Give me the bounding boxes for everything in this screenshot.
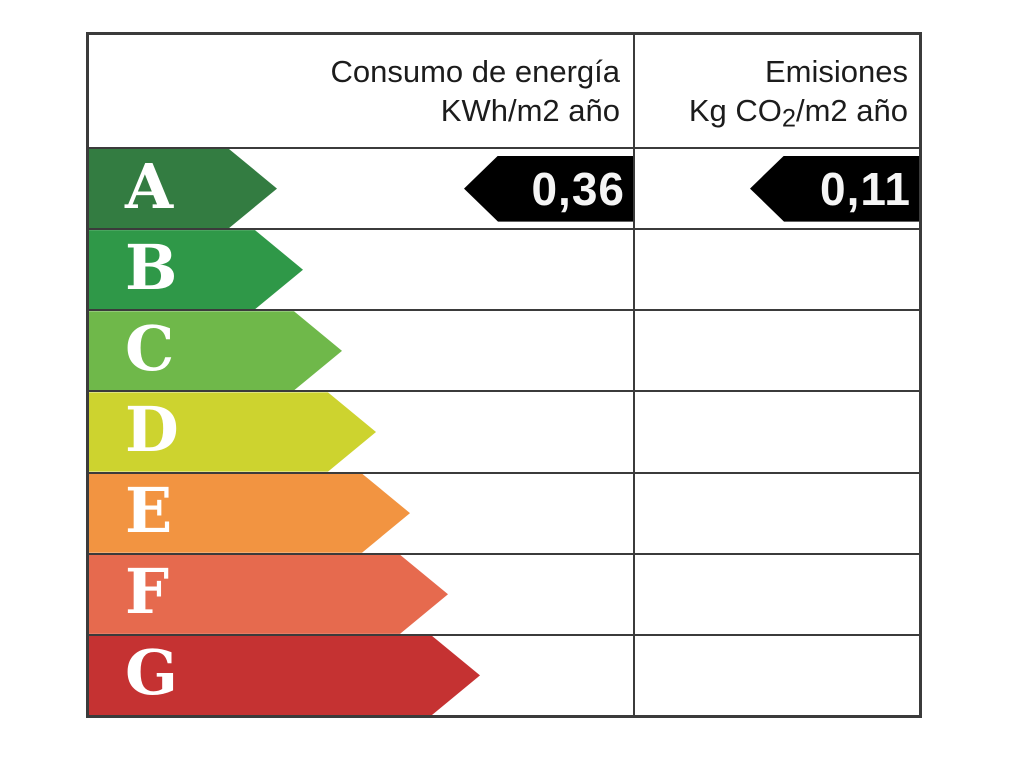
band-row-e: E: [89, 471, 919, 553]
energy-label-table: Consumo de energía KWh/m2 año Emisiones …: [86, 32, 922, 718]
consumo-cell-c: C: [89, 311, 635, 391]
band-letter-a: A: [125, 149, 174, 223]
band-row-b: B: [89, 228, 919, 310]
band-letter-b: B: [125, 230, 178, 304]
band-arrow-c: C: [89, 311, 342, 390]
band-row-g: G: [89, 633, 919, 715]
band-letter-e: E: [125, 474, 173, 548]
consumo-cell-e: E: [89, 473, 635, 553]
header-emisiones-line1: Emisiones: [765, 54, 908, 89]
emisiones-cell-f: [635, 555, 919, 634]
consumo-cell-f: F: [89, 554, 635, 634]
consumo-cell-d: D: [89, 392, 635, 472]
band-arrow-f: F: [89, 555, 448, 634]
band-arrow-a: A: [89, 149, 277, 228]
band-letter-c: C: [125, 311, 175, 385]
band-row-d: D: [89, 390, 919, 472]
header-consumo-line2: KWh/m2 año: [440, 93, 620, 128]
band-arrow-e: E: [89, 474, 410, 553]
consumo-cell-a: A 0,36: [89, 149, 635, 229]
header-emisiones: Emisiones Kg CO2/m2 año: [635, 35, 919, 147]
band-row-f: F: [89, 552, 919, 634]
band-row-c: C: [89, 309, 919, 391]
emisiones-cell-e: [635, 474, 919, 553]
emisiones-cell-b: [635, 230, 919, 309]
emisiones-cell-a: 0,11: [635, 149, 919, 228]
emisiones-cell-d: [635, 392, 919, 471]
band-letter-d: D: [125, 392, 179, 466]
emisiones-cell-c: [635, 311, 919, 390]
band-letter-f: F: [125, 555, 170, 629]
table-header: Consumo de energía KWh/m2 año Emisiones …: [89, 35, 919, 149]
consumo-value: 0,36: [531, 162, 625, 215]
band-letter-g: G: [125, 636, 178, 710]
consumo-cell-g: G: [89, 635, 635, 715]
co2-subscript: 2: [781, 104, 796, 133]
band-arrow-b: B: [89, 230, 303, 309]
emisiones-cell-g: [635, 636, 919, 715]
emisiones-value: 0,11: [820, 162, 911, 215]
band-arrow-d: D: [89, 392, 376, 471]
consumo-value-arrow: 0,36: [464, 155, 633, 222]
header-consumo: Consumo de energía KWh/m2 año: [89, 35, 635, 147]
band-arrow-g: G: [89, 636, 480, 715]
band-row-a: A 0,36 0,11: [89, 149, 919, 229]
header-emisiones-line2: Kg CO2/m2 año: [688, 93, 908, 133]
emisiones-value-arrow: 0,11: [750, 155, 919, 222]
consumo-cell-b: B: [89, 230, 635, 310]
header-consumo-line1: Consumo de energía: [330, 54, 620, 89]
